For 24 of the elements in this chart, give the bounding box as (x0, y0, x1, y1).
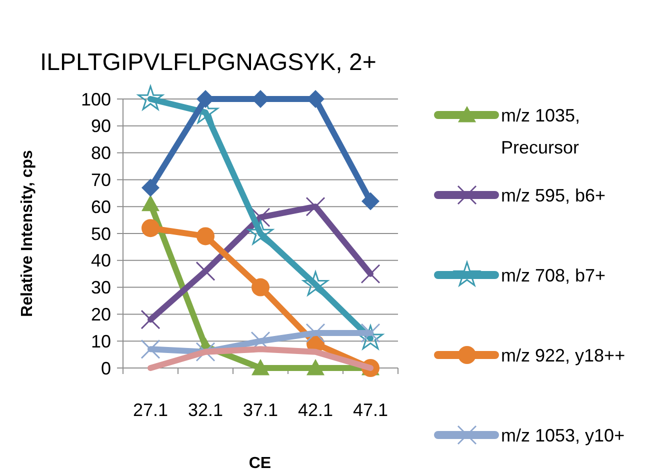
legend-label: m/z 595, b6+ (501, 185, 606, 206)
legend-label: m/z 1053, y10+ (501, 425, 625, 446)
y-tick-label: 70 (90, 170, 111, 190)
x-tick-label: 27.1 (132, 400, 168, 420)
y-tick-label: 0 (100, 358, 111, 378)
legend-label: m/z 708, b7+ (501, 265, 606, 286)
x-axis-title: CE (248, 455, 272, 472)
y-tick-label: 20 (90, 304, 111, 324)
y-axis-title: Relative Intensity, cps (19, 150, 36, 317)
y-tick-label: 100 (80, 89, 111, 110)
y-tick-label: 30 (90, 278, 111, 298)
x-tick-label: 32.1 (188, 400, 224, 420)
x-tick-label: 47.1 (352, 400, 388, 420)
legend-label: m/z 922, y18++ (501, 345, 626, 366)
legend-label: m/z 1035, Precursor (501, 105, 580, 158)
y-tick-label: 60 (90, 196, 111, 217)
y-tick-label: 50 (90, 224, 111, 244)
x-tick-label: 42.1 (298, 400, 334, 420)
chart-title: ILPLTGIPVLFLPGNAGSYK, 2+ (40, 49, 376, 76)
y-tick-label: 80 (90, 143, 111, 164)
y-tick-label: 40 (90, 250, 111, 271)
x-tick-label: 37.1 (242, 400, 278, 420)
y-tick-label: 10 (90, 331, 111, 352)
y-tick-label: 90 (90, 116, 111, 136)
